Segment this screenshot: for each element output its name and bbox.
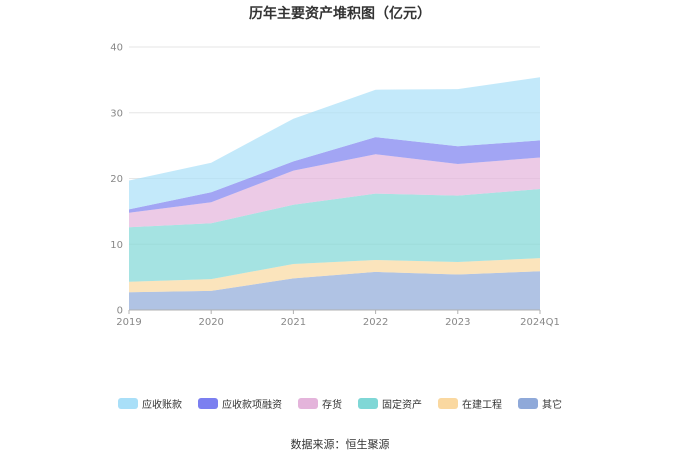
area-series — [129, 77, 540, 210]
legend-label: 存货 — [322, 400, 342, 411]
area-series — [129, 154, 540, 228]
axes: 0 10 20 30 40 2019 2020 2021 2022 2023 2024Q1 — [110, 43, 560, 329]
legend-swatch — [198, 398, 218, 409]
legend-item[interactable]: 存货 — [298, 396, 342, 411]
legend-item[interactable]: 固定资产 — [358, 396, 422, 411]
y-tick-label: 10 — [110, 240, 123, 251]
legend-swatch — [438, 398, 458, 409]
y-tick-label: 30 — [110, 108, 123, 119]
legend-item[interactable]: 应收账款 — [118, 396, 182, 411]
x-tick-label: 2024Q1 — [520, 317, 560, 328]
legend-swatch — [298, 398, 318, 409]
x-tick-label: 2022 — [363, 317, 388, 328]
legend-swatch — [118, 398, 138, 409]
legend-item[interactable]: 在建工程 — [438, 396, 502, 411]
y-tick-label: 40 — [110, 43, 123, 54]
legend-label: 其它 — [542, 400, 562, 411]
legend-swatch — [358, 398, 378, 409]
legend-swatch — [518, 398, 538, 409]
x-tick-label: 2021 — [281, 317, 306, 328]
area-series — [129, 258, 540, 293]
data-source-note: 数据来源：恒生聚源 — [290, 438, 390, 451]
legend-label: 固定资产 — [382, 400, 422, 411]
y-tick-label: 20 — [110, 174, 123, 185]
x-tick-label: 2020 — [198, 317, 223, 328]
area-series — [129, 189, 540, 282]
legend-label: 在建工程 — [462, 400, 502, 411]
chart-title: 历年主要资产堆积图（亿元） — [249, 6, 431, 22]
legend-item[interactable]: 其它 — [518, 396, 562, 411]
legend: 应收账款 应收款项融资 存货 固定资产 在建工程 其它 — [0, 396, 680, 411]
x-tick-label: 2019 — [116, 317, 141, 328]
legend-item[interactable]: 应收款项融资 — [198, 396, 282, 411]
legend-label: 应收账款 — [142, 400, 182, 411]
x-tick-label: 2023 — [445, 317, 470, 328]
area-series — [129, 271, 540, 310]
area-layers — [129, 77, 540, 310]
area-series — [129, 137, 540, 213]
y-tick-label: 0 — [117, 306, 123, 317]
legend-label: 应收款项融资 — [222, 400, 282, 411]
